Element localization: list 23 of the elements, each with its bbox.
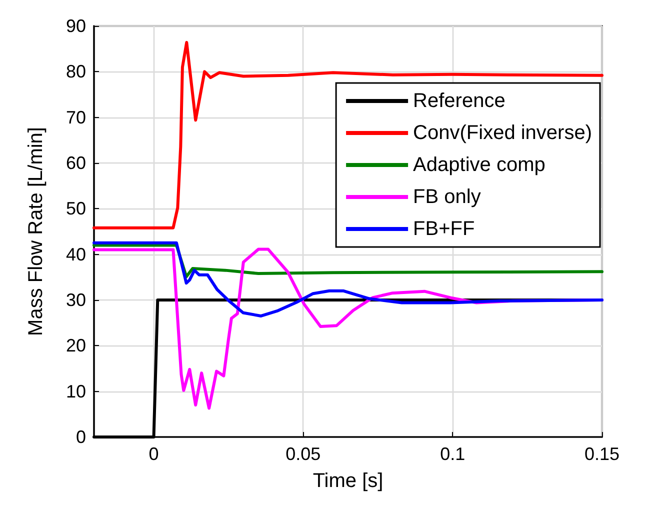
x-tick-label: 0.05 [286,444,321,464]
y-tick-label: 50 [66,198,86,219]
y-tick-label: 80 [66,62,86,82]
y-tick-label: 30 [66,290,86,310]
y-tick-label: 40 [66,244,86,264]
x-tick-label: 0.15 [584,444,620,464]
line-series [92,241,604,318]
legend-label: Conv(Fixed inverse) [413,122,592,144]
legend-label: Reference [413,90,506,112]
x-axis-title: Time [s] [312,470,384,492]
y-tick-label: 10 [66,381,86,402]
y-tick-label: 60 [66,153,86,173]
x-tick-label: 0.1 [440,444,466,464]
legend-label: FB+FF [413,218,475,240]
line-series [92,244,604,278]
legend-label: Adaptive comp [413,154,546,176]
y-axis-title: Mass Flow Rate [L/min] [25,127,47,336]
y-tick-label: 70 [66,107,86,128]
y-tick-label: 0 [76,427,86,447]
y-tick-label: 20 [66,336,86,356]
legend-label: FB only [413,186,481,208]
y-tick-label: 90 [66,16,86,36]
x-tick-label: 0 [148,444,159,464]
